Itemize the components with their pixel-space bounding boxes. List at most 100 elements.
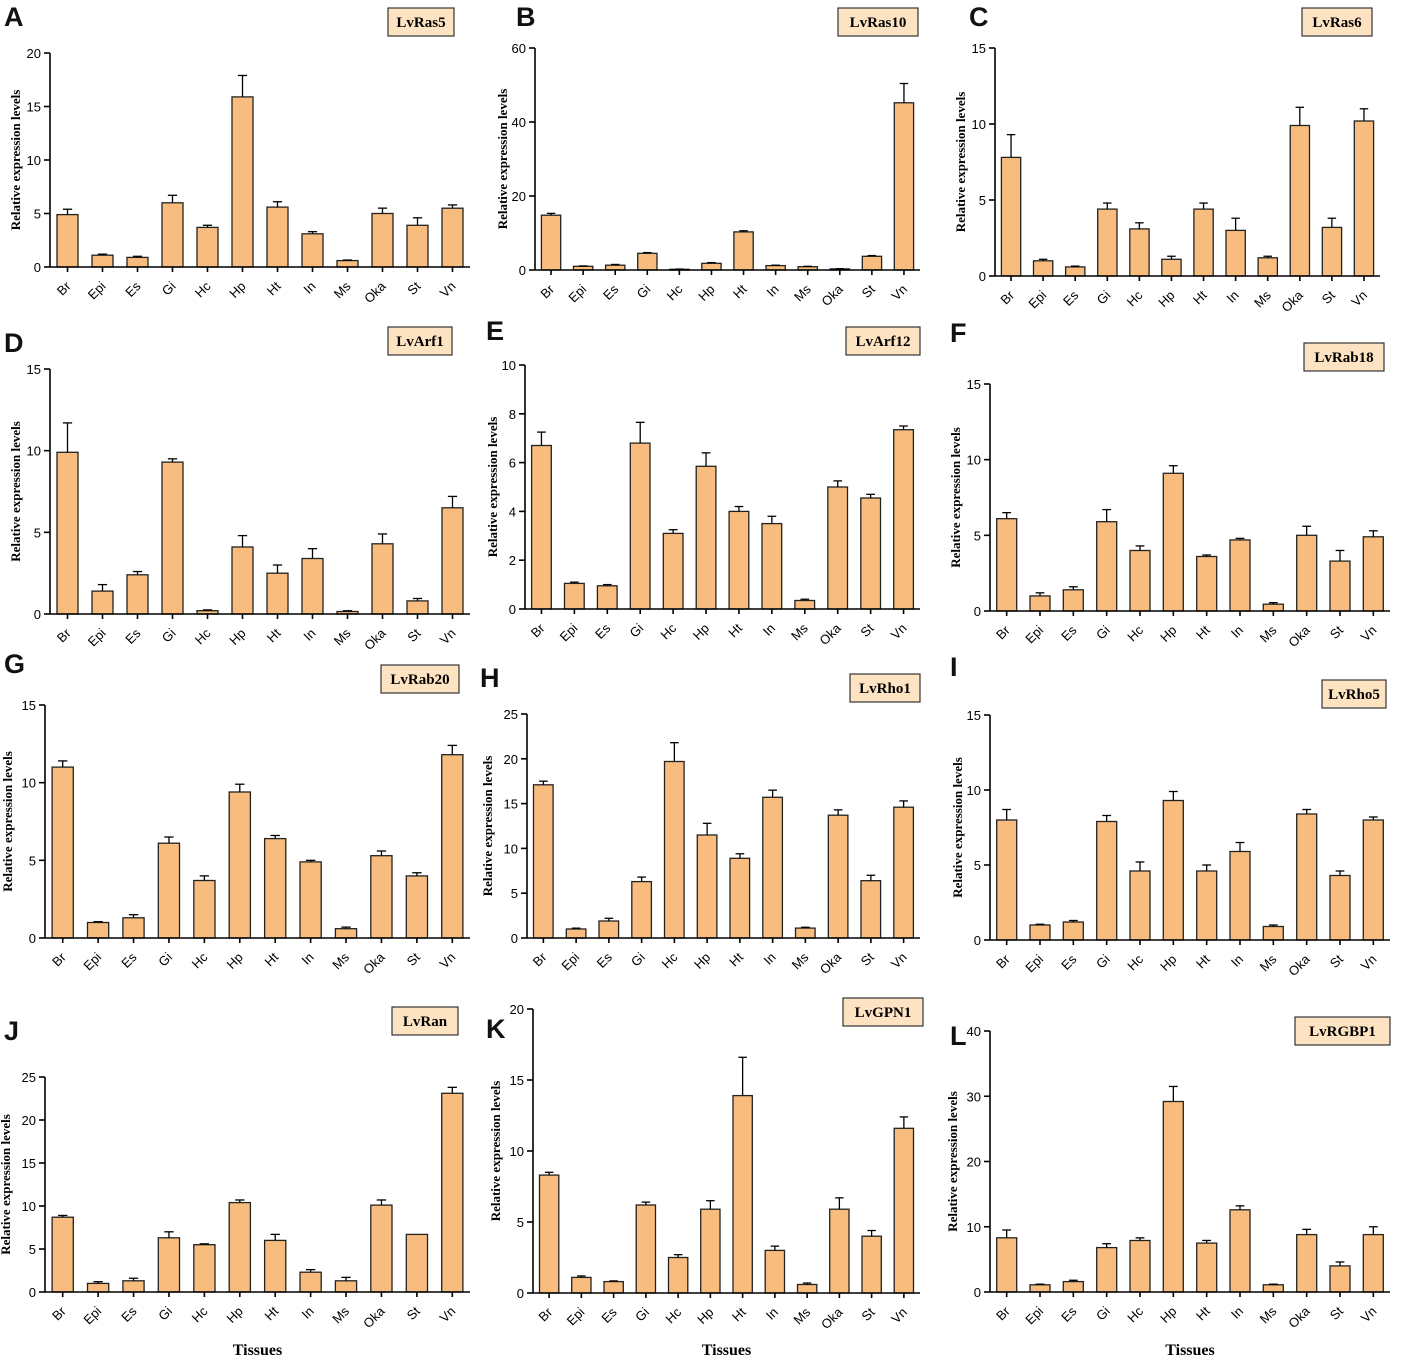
- bar-hp: [231, 546, 254, 615]
- bar-gi: [631, 880, 653, 939]
- y-tick-label: 15: [27, 100, 41, 115]
- x-tick-label: Vn: [1358, 1304, 1380, 1326]
- bar-oka: [1296, 813, 1318, 941]
- bar-vn: [1353, 120, 1375, 277]
- y-tick-label: 0: [509, 602, 516, 617]
- y-tick-label: 10: [967, 1220, 981, 1235]
- x-tick-label: Ht: [730, 281, 750, 301]
- bar-ht: [1196, 870, 1218, 941]
- x-tick-label: Oka: [818, 1304, 846, 1332]
- bar-vn: [441, 1092, 464, 1293]
- y-tick-label: 40: [512, 115, 526, 130]
- bar-ht: [729, 857, 751, 939]
- y-axis-label: Relative expression levels: [488, 1081, 503, 1222]
- bar-st: [861, 1235, 882, 1294]
- bar-ms: [796, 1283, 818, 1294]
- x-tick-label: Gi: [1094, 287, 1114, 307]
- x-tick-label: Epi: [565, 281, 589, 305]
- bar-gi: [1097, 208, 1118, 277]
- y-tick-label: 20: [22, 1113, 36, 1128]
- x-tick-label: Es: [1058, 1303, 1080, 1325]
- y-tick-label: 10: [22, 776, 36, 791]
- bar-gi: [1096, 1246, 1118, 1293]
- bar-ms: [1262, 1284, 1284, 1293]
- bar-st: [406, 600, 429, 615]
- y-axis-label: Relative expression levels: [485, 417, 500, 558]
- bar-br: [51, 766, 74, 939]
- panel-E: E LvArf12 Relative expression levels Br Epi E…: [485, 316, 921, 648]
- x-tick-label: Vn: [437, 950, 459, 972]
- bar-in: [299, 1271, 322, 1293]
- x-tick-label: St: [1319, 287, 1339, 307]
- x-tick-label: Epi: [1025, 287, 1049, 311]
- x-tick-label: Br: [993, 951, 1013, 971]
- bar-br: [51, 1216, 74, 1293]
- chart-title: LvGPN1: [855, 1005, 912, 1021]
- panel-I: I LvRho5 Relative expression levels Br Epi Es…: [950, 652, 1390, 979]
- x-tick-label: Vn: [888, 282, 910, 304]
- bar-gi: [1096, 521, 1118, 612]
- bar-ms: [1257, 257, 1279, 277]
- bar-ht: [732, 1094, 753, 1294]
- panel-letter: I: [950, 652, 958, 682]
- x-tick-label: Ht: [264, 625, 284, 645]
- bar-vn: [893, 102, 915, 271]
- y-tick-label: 5: [511, 886, 518, 901]
- bar-ms: [794, 927, 816, 939]
- x-tick-label: Br: [54, 278, 74, 298]
- bar-ms: [336, 259, 359, 268]
- x-tick-label: Gi: [634, 281, 654, 301]
- bar-hp: [228, 791, 252, 939]
- x-tick-label: Ms: [331, 625, 354, 648]
- x-tick-label: Epi: [1022, 1303, 1046, 1327]
- x-axis-title: Tissues: [233, 1342, 283, 1359]
- bar-br: [56, 213, 79, 268]
- x-tick-label: St: [859, 281, 879, 301]
- x-tick-label: Oka: [361, 625, 389, 653]
- bar-hp: [228, 1201, 252, 1293]
- bar-ms: [1262, 603, 1284, 612]
- x-tick-label: Hp: [1157, 1304, 1179, 1326]
- x-tick-label: Gi: [627, 620, 647, 640]
- x-tick-label: In: [1228, 952, 1246, 970]
- x-tick-label: Hc: [189, 1303, 211, 1325]
- panel-letter: A: [4, 2, 24, 32]
- y-tick-label: 30: [967, 1089, 981, 1104]
- gene-label-box: [387, 326, 453, 356]
- x-tick-label: Hp: [224, 950, 246, 972]
- bar-hp: [696, 834, 718, 939]
- y-tick-label: 20: [27, 46, 41, 61]
- x-tick-label: Epi: [558, 949, 582, 973]
- panel-A: A LvRas5 Relative expression levels Br Epi Es…: [4, 2, 470, 306]
- x-tick-label: Br: [535, 1304, 555, 1324]
- y-tick-label: 25: [504, 707, 518, 722]
- x-tick-label: Gi: [155, 1303, 175, 1323]
- bar-epi: [565, 928, 587, 939]
- x-tick-label: Es: [118, 949, 140, 971]
- chart-title: LvRas5: [396, 15, 445, 31]
- bar-in: [299, 861, 322, 939]
- y-axis-label: Relative expression levels: [948, 427, 963, 568]
- x-tick-label: Ms: [1257, 951, 1280, 974]
- y-axis-label: Relative expression levels: [8, 421, 23, 562]
- chart-title: LvRab20: [390, 672, 449, 688]
- gene-label-box: [842, 997, 924, 1027]
- x-tick-label: Es: [122, 625, 144, 647]
- x-tick-label: In: [763, 282, 781, 300]
- x-tick-label: St: [858, 1304, 878, 1324]
- y-axis-label: Relative expression levels: [0, 751, 15, 892]
- x-tick-label: Hp: [694, 1305, 716, 1327]
- bar-br: [996, 819, 1018, 941]
- bar-es: [603, 1280, 624, 1294]
- y-tick-label: 15: [504, 797, 518, 812]
- y-tick-label: 5: [974, 858, 981, 873]
- x-tick-label: Ht: [729, 1304, 749, 1324]
- bar-epi: [571, 1276, 592, 1294]
- bar-es: [1062, 1280, 1084, 1293]
- x-tick-label: In: [300, 279, 318, 297]
- bar-hp: [1161, 258, 1182, 277]
- x-tick-label: Ms: [1251, 287, 1274, 310]
- bar-vn: [441, 207, 464, 268]
- bar-oka: [370, 855, 393, 939]
- chart-title: LvArf12: [856, 334, 911, 350]
